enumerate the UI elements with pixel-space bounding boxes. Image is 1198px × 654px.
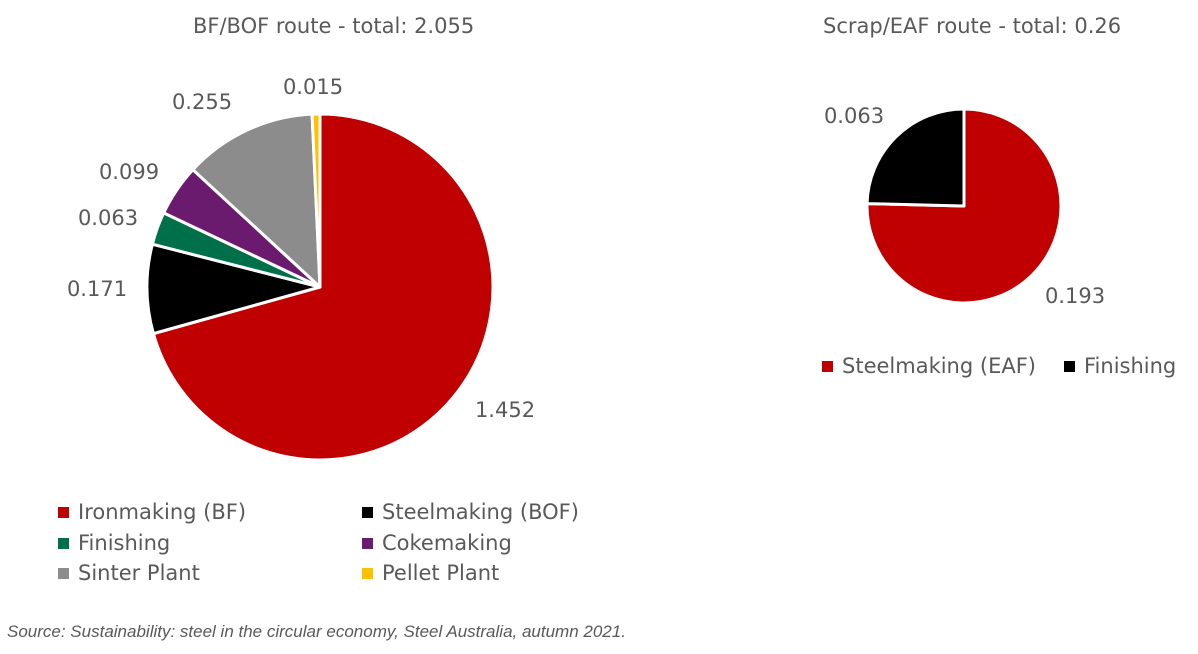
legend-swatch	[1064, 360, 1075, 372]
pie-slice-finishing	[865, 107, 966, 208]
legend-item-ironmaking: Ironmaking (BF)	[58, 500, 246, 524]
legend-item-finishing-eaf: Finishing	[1064, 354, 1176, 378]
legend-swatch	[362, 537, 373, 549]
data-label: 0.063	[824, 104, 884, 128]
legend-item-pellet-plant: Pellet Plant	[362, 561, 499, 585]
legend-item-finishing: Finishing	[58, 531, 170, 555]
data-label: 0.099	[99, 160, 159, 184]
legend-item-cokemaking: Cokemaking	[362, 531, 512, 555]
legend-swatch	[58, 506, 69, 518]
chart-title-bf-bof: BF/BOF route - total: 2.055	[193, 14, 475, 38]
pie-slice-sinter-plant	[191, 112, 322, 289]
legend-label: Sinter Plant	[78, 561, 200, 585]
data-label: 0.255	[172, 90, 232, 114]
legend-label: Ironmaking (BF)	[78, 500, 247, 524]
legend-swatch	[58, 537, 69, 549]
legend-label: Finishing	[1084, 354, 1177, 378]
legend-swatch	[362, 506, 373, 518]
data-label: 0.171	[67, 277, 127, 301]
chart-title-scrap-eaf: Scrap/EAF route - total: 0.26	[823, 14, 1122, 38]
source-note: Source: Sustainability: steel in the cir…	[7, 622, 626, 641]
pie-slice-steelmaking-bof	[145, 242, 322, 336]
pie-slice-pellet-plant	[310, 112, 322, 289]
data-label: 0.015	[283, 75, 343, 99]
data-label: 1.452	[475, 398, 535, 422]
data-label: 0.063	[78, 206, 138, 230]
pie-slice-ironmaking-bf	[151, 112, 495, 462]
legend-item-sinter-plant: Sinter Plant	[58, 561, 200, 585]
legend-label: Pellet Plant	[382, 561, 500, 585]
legend-swatch	[58, 567, 69, 579]
legend-label: Cokemaking	[382, 531, 512, 555]
legend-label: Steelmaking (EAF)	[842, 354, 1036, 378]
legend-item-steelmaking-bof: Steelmaking (BOF)	[362, 500, 579, 524]
legend-swatch	[362, 567, 373, 579]
legend-swatch	[822, 360, 833, 372]
legend-item-steelmaking-eaf: Steelmaking (EAF)	[822, 354, 1036, 378]
pie-slice-steelmaking-eaf	[865, 107, 1063, 305]
legend-label: Steelmaking (BOF)	[382, 500, 579, 524]
data-label: 0.193	[1045, 284, 1105, 308]
legend-label: Finishing	[78, 531, 171, 555]
